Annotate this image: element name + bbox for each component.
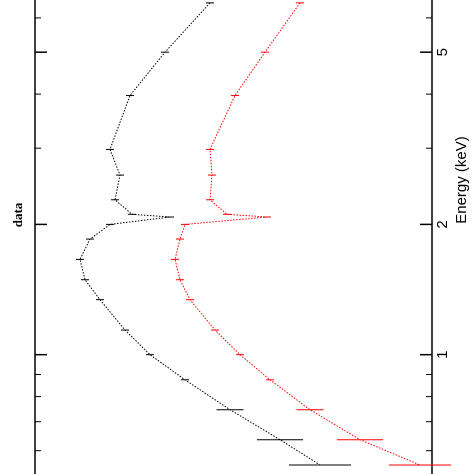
x-tick-label: 1	[434, 351, 451, 359]
spectrum-line	[79, 2, 321, 466]
chart-title: data	[10, 202, 25, 227]
x-tick-label: 2	[434, 220, 451, 228]
spectrum-line	[174, 2, 421, 466]
x-axis-label: Energy (keV)	[453, 136, 470, 224]
x-tick-label: 5	[434, 48, 451, 56]
